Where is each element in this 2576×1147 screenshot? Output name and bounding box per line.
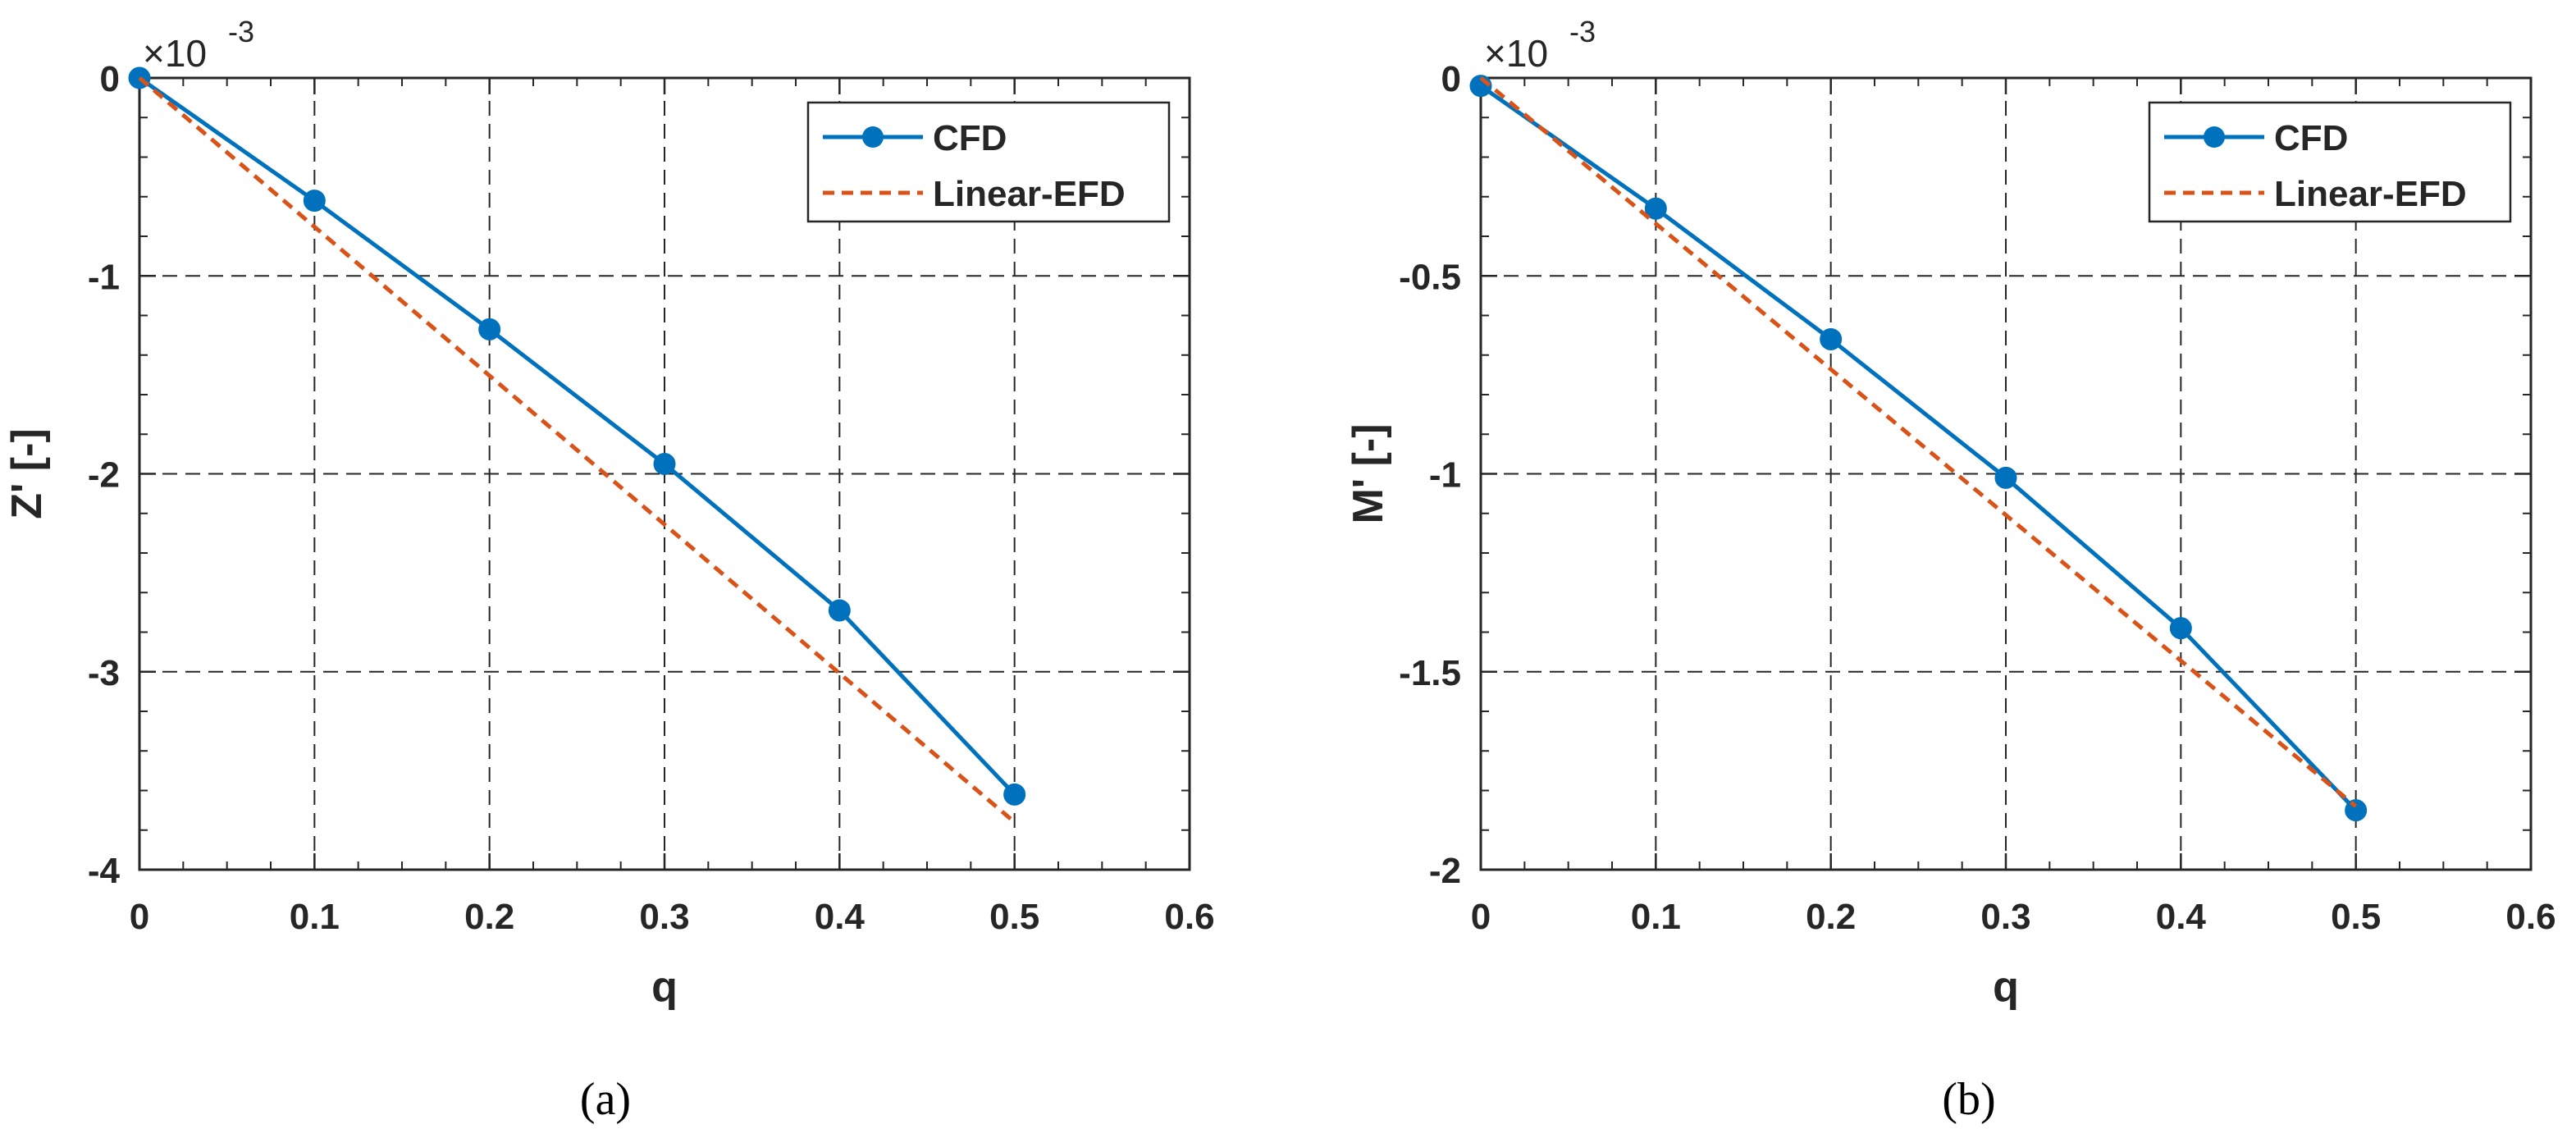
x-tick-label: 0.3: [1980, 897, 2030, 937]
x-tick-label: 0.1: [1631, 897, 1681, 937]
legend: CFD Linear-EFD: [2148, 101, 2512, 223]
y-tick-label: 0: [100, 59, 120, 99]
data-point-cfd: [828, 599, 851, 622]
data-point-cfd: [653, 452, 676, 475]
y-tick-label: -4: [88, 851, 121, 891]
legend-label: CFD: [2274, 118, 2348, 158]
data-point-cfd: [2169, 617, 2192, 640]
x-axis-label: q: [651, 963, 678, 1011]
y-tick-label: -2: [1429, 851, 1461, 891]
data-point-cfd: [478, 318, 501, 340]
data-point-cfd: [1003, 783, 1026, 806]
series-line-cfd: [1479, 84, 2358, 812]
data-point-cfd: [1644, 197, 1667, 220]
x-tick-label: 0.3: [639, 897, 689, 937]
series-line-linear-efd: [1479, 76, 2358, 808]
x-tick-label: 0.2: [464, 897, 514, 937]
y-tick-label: -0.5: [1399, 257, 1461, 297]
legend-label: Linear-EFD: [2274, 174, 2467, 214]
y-exponent-label: ×10 -3: [143, 15, 254, 75]
y-axis-label: Z' [-]: [3, 428, 51, 519]
y-axis-label: M' [-]: [1345, 423, 1392, 523]
legend: CFD Linear-EFD: [806, 101, 1171, 223]
chart-panel-a: 0 0.1 0.2 0.3 0.4 0.5 0.6 0 -1 -2 -3 -4 ×10 -3 q Z' [-]…: [3, 15, 1215, 1125]
x-tick-label: 0.2: [1806, 897, 1856, 937]
exponent-base: ×10: [143, 32, 207, 75]
y-tick-label: -1: [1429, 455, 1461, 496]
x-tick-label: 0.4: [815, 897, 866, 937]
legend-label: CFD: [933, 118, 1007, 158]
y-tick-label: 0: [1441, 59, 1461, 99]
x-tick-label: 0.5: [989, 897, 1039, 937]
panel-caption: (b): [1942, 1074, 1995, 1125]
data-point-cfd: [1994, 466, 2017, 489]
exponent-base: ×10: [1484, 32, 1548, 75]
y-tick-label: -3: [88, 653, 120, 693]
legend-box: [2148, 101, 2512, 223]
x-tick-label: 0.6: [2505, 897, 2555, 937]
axes-box: [138, 76, 1191, 871]
x-tick-label: 0.4: [2156, 897, 2207, 937]
y-tick-label: -2: [88, 455, 120, 496]
panel-caption: (a): [580, 1074, 631, 1125]
x-axis-label: q: [1993, 963, 2019, 1011]
chart-panel-b: 0 0.1 0.2 0.3 0.4 0.5 0.6 0 -0.5 -1 -1.5 -2 ×10 -3 q M'…: [1345, 15, 2556, 1125]
series-line-cfd: [138, 75, 1016, 797]
x-tick-label: 0.1: [290, 897, 340, 937]
x-tick-label: 0: [130, 897, 149, 937]
legend-marker: [862, 126, 884, 148]
exponent-power: -3: [1569, 15, 1596, 48]
axes-box: [1479, 76, 2533, 871]
data-point-cfd: [2345, 799, 2368, 822]
x-tick-label: 0: [1471, 897, 1491, 937]
data-point-cfd: [303, 190, 326, 212]
y-tick-label: -1.5: [1399, 653, 1461, 693]
data-point-cfd: [1820, 327, 1843, 350]
y-exponent-label: ×10 -3: [1484, 15, 1596, 75]
legend-label: Linear-EFD: [933, 174, 1126, 214]
exponent-power: -3: [228, 15, 254, 48]
x-tick-label: 0.6: [1164, 897, 1214, 937]
legend-box: [806, 101, 1171, 223]
series-line-linear-efd: [138, 76, 1016, 825]
y-tick-label: -1: [88, 257, 120, 297]
legend-marker: [2204, 126, 2225, 148]
x-tick-label: 0.5: [2331, 897, 2381, 937]
